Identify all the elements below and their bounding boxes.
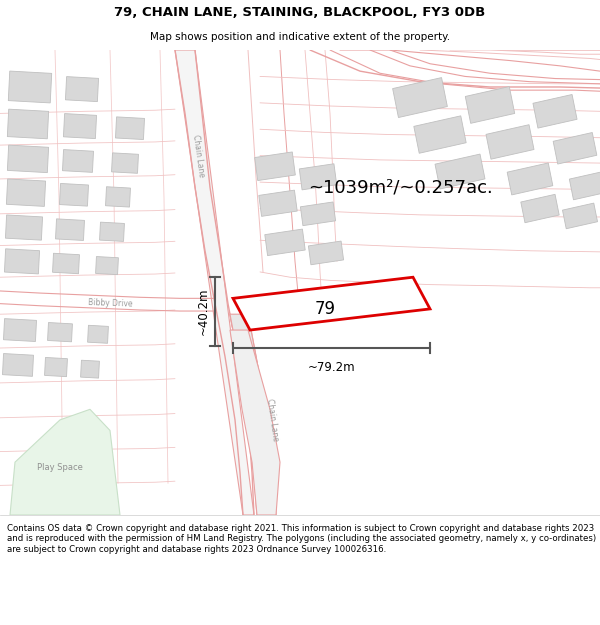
Polygon shape: [56, 219, 85, 241]
Polygon shape: [59, 184, 89, 206]
Polygon shape: [100, 222, 124, 241]
Polygon shape: [486, 125, 534, 159]
Polygon shape: [64, 114, 97, 139]
Polygon shape: [521, 194, 559, 222]
Polygon shape: [230, 314, 260, 378]
Text: Contains OS data © Crown copyright and database right 2021. This information is : Contains OS data © Crown copyright and d…: [7, 524, 596, 554]
Polygon shape: [8, 71, 52, 103]
Polygon shape: [553, 132, 597, 164]
Text: ~79.2m: ~79.2m: [308, 361, 355, 374]
Polygon shape: [112, 153, 139, 173]
Polygon shape: [7, 145, 49, 172]
Polygon shape: [7, 109, 49, 139]
Polygon shape: [53, 253, 79, 274]
Text: Chain Lane: Chain Lane: [265, 398, 280, 442]
Polygon shape: [80, 360, 100, 378]
Polygon shape: [4, 319, 37, 341]
Polygon shape: [265, 229, 305, 256]
Polygon shape: [175, 50, 254, 515]
Polygon shape: [44, 357, 67, 377]
Polygon shape: [5, 215, 43, 240]
Polygon shape: [10, 409, 120, 515]
Text: Chain Lane: Chain Lane: [191, 134, 205, 178]
Polygon shape: [569, 171, 600, 200]
Polygon shape: [95, 256, 118, 274]
Polygon shape: [435, 154, 485, 189]
Polygon shape: [4, 249, 40, 274]
Polygon shape: [230, 330, 280, 515]
Text: ~40.2m: ~40.2m: [197, 288, 210, 335]
Polygon shape: [414, 116, 466, 153]
Polygon shape: [465, 87, 515, 123]
Polygon shape: [308, 241, 344, 265]
Polygon shape: [254, 152, 295, 181]
Polygon shape: [2, 354, 34, 376]
Polygon shape: [65, 77, 98, 102]
Text: 79: 79: [314, 300, 335, 318]
Polygon shape: [533, 94, 577, 128]
Text: Map shows position and indicative extent of the property.: Map shows position and indicative extent…: [150, 32, 450, 43]
Polygon shape: [233, 278, 430, 330]
Polygon shape: [62, 149, 94, 173]
Polygon shape: [507, 163, 553, 195]
Polygon shape: [301, 202, 335, 226]
Polygon shape: [115, 117, 145, 139]
Polygon shape: [562, 203, 598, 229]
Text: Play Space: Play Space: [37, 463, 83, 472]
Polygon shape: [7, 179, 46, 206]
Polygon shape: [106, 187, 130, 207]
Polygon shape: [259, 190, 297, 216]
Text: 79, CHAIN LANE, STAINING, BLACKPOOL, FY3 0DB: 79, CHAIN LANE, STAINING, BLACKPOOL, FY3…: [115, 6, 485, 19]
Text: Bibby Drive: Bibby Drive: [88, 298, 133, 309]
Polygon shape: [47, 322, 73, 342]
Polygon shape: [88, 325, 109, 343]
Polygon shape: [299, 164, 337, 190]
Text: ~1039m²/~0.257ac.: ~1039m²/~0.257ac.: [308, 178, 493, 196]
Polygon shape: [392, 78, 448, 118]
